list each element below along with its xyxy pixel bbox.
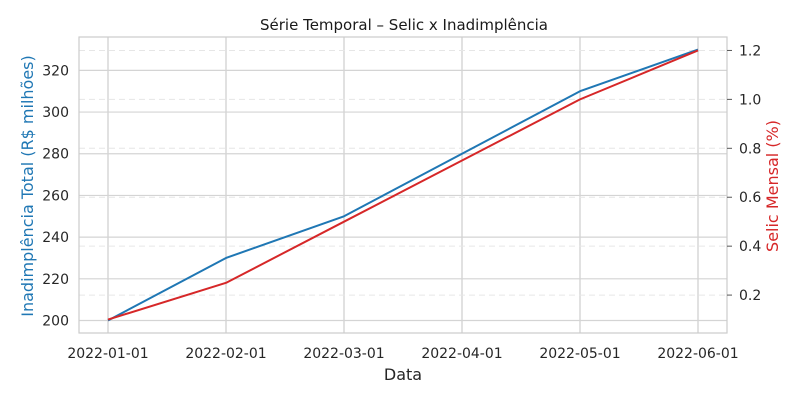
x-tick-label: 2022-05-01 [539,346,620,362]
x-tick-label: 2022-02-01 [185,346,266,362]
y-right-tick-label: 0.8 [739,141,761,157]
x-tick-label: 2022-04-01 [421,346,502,362]
y-left-tick-label: 260 [42,188,69,204]
x-tick-label: 2022-03-01 [303,346,384,362]
y-right-tick-label: 0.6 [739,190,761,206]
y-left-tick-label: 280 [42,147,69,163]
y-left-tick-label: 300 [42,105,69,121]
y-right-tick-label: 1.0 [739,92,761,108]
x-axis-title: Data [384,365,422,384]
y-left-tick-label: 220 [42,272,69,288]
x-tick-label: 2022-06-01 [657,346,738,362]
y-left-tick-label: 320 [42,63,69,79]
chart-title: Série Temporal – Selic x Inadimplência [260,16,548,34]
y-left-tick-label: 200 [42,313,69,329]
y-axis-left-title: Inadimplência Total (R$ milhões) [18,55,37,316]
series-line-inadimplencia [108,50,698,321]
series-layer [108,49,698,320]
y-right-tick-label: 0.4 [739,239,761,255]
y-left-tick-label: 240 [42,230,69,246]
x-tick-label: 2022-01-01 [67,346,148,362]
y-axis-right-title: Selic Mensal (%) [763,120,782,252]
y-right-tick-label: 1.2 [739,43,761,59]
y-right-tick-label: 0.2 [739,288,761,304]
ticks-layer: 2022-01-01 2022-02-01 2022-03-01 2022-04-01… [42,43,761,362]
